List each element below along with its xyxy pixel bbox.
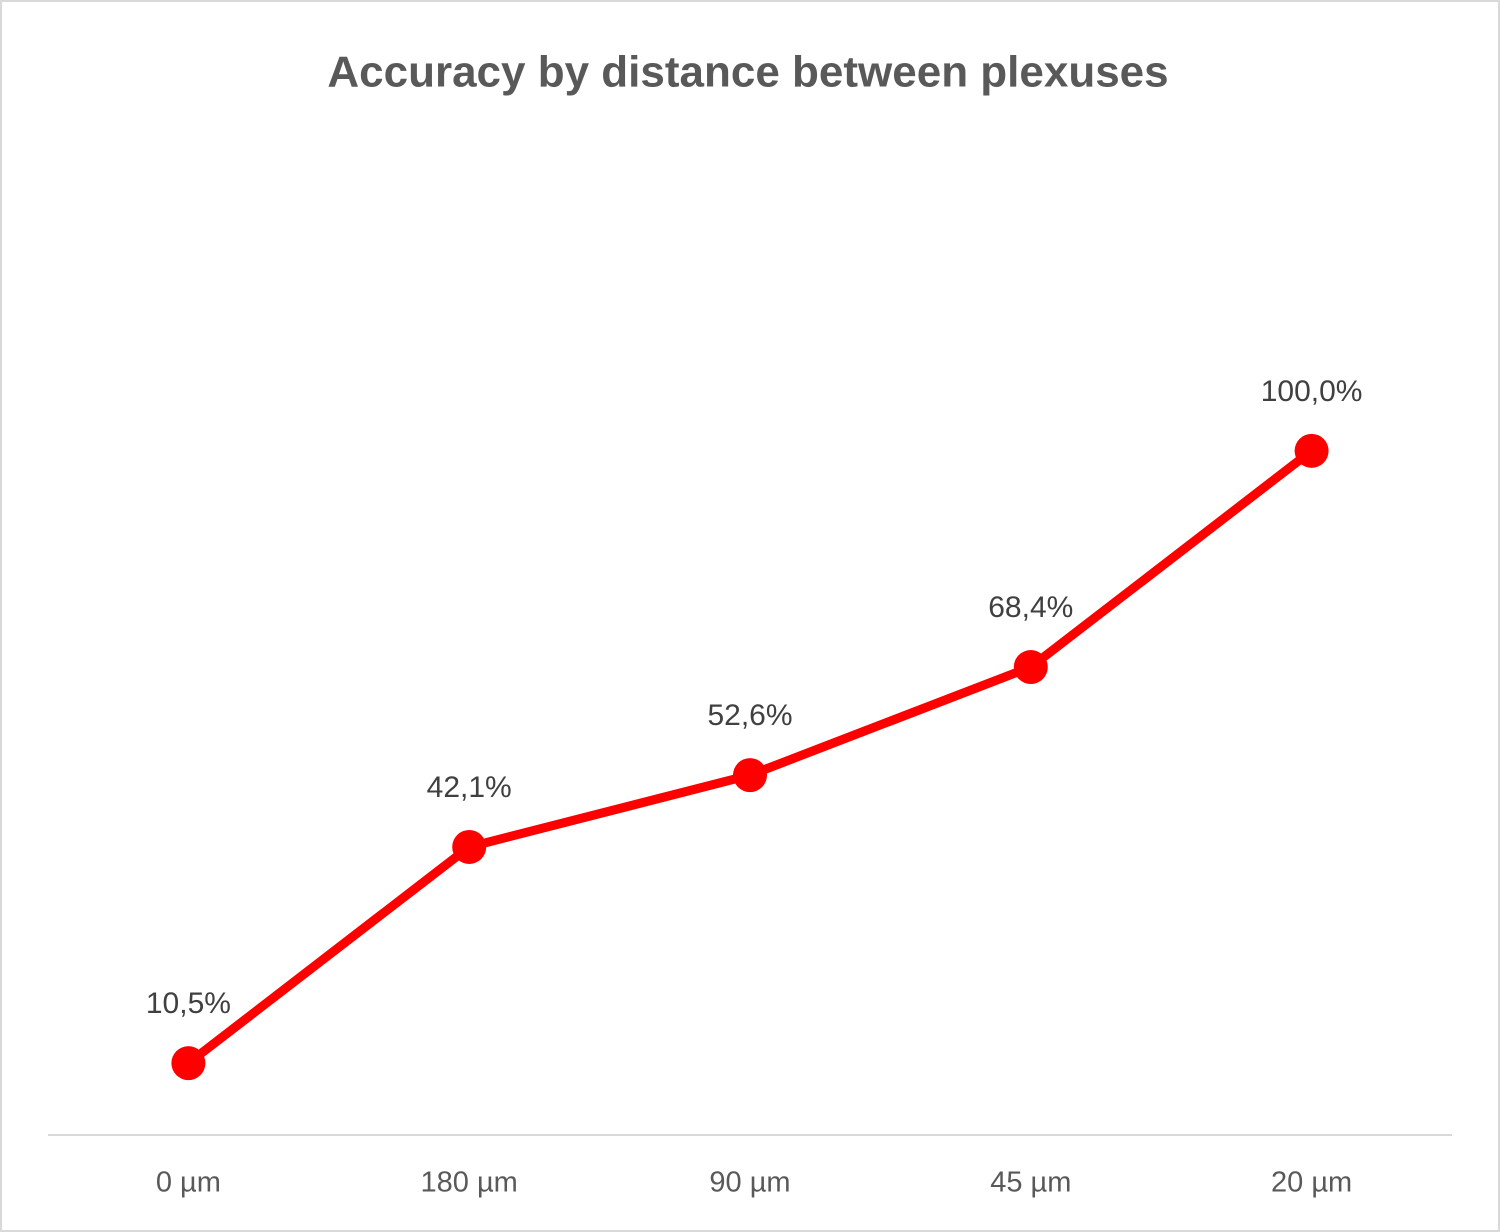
data-point	[171, 1046, 206, 1081]
x-tick-label: 45 µm	[990, 1167, 1071, 1199]
data-point	[1013, 650, 1048, 685]
data-point	[452, 829, 487, 864]
x-tick-label: 90 µm	[709, 1167, 790, 1199]
data-label: 68,4%	[988, 591, 1073, 624]
data-label: 10,5%	[146, 987, 231, 1020]
data-point	[733, 758, 767, 793]
data-label: 100,0%	[1261, 375, 1363, 408]
x-tick-label: 180 µm	[421, 1167, 518, 1199]
chart-title: Accuracy by distance between plexuses	[327, 48, 1168, 97]
data-label: 42,1%	[427, 771, 512, 804]
x-tick-label: 0 µm	[156, 1167, 221, 1199]
data-point	[1294, 433, 1329, 468]
x-tick-label: 20 µm	[1271, 1167, 1352, 1199]
data-label: 52,6%	[707, 699, 792, 732]
